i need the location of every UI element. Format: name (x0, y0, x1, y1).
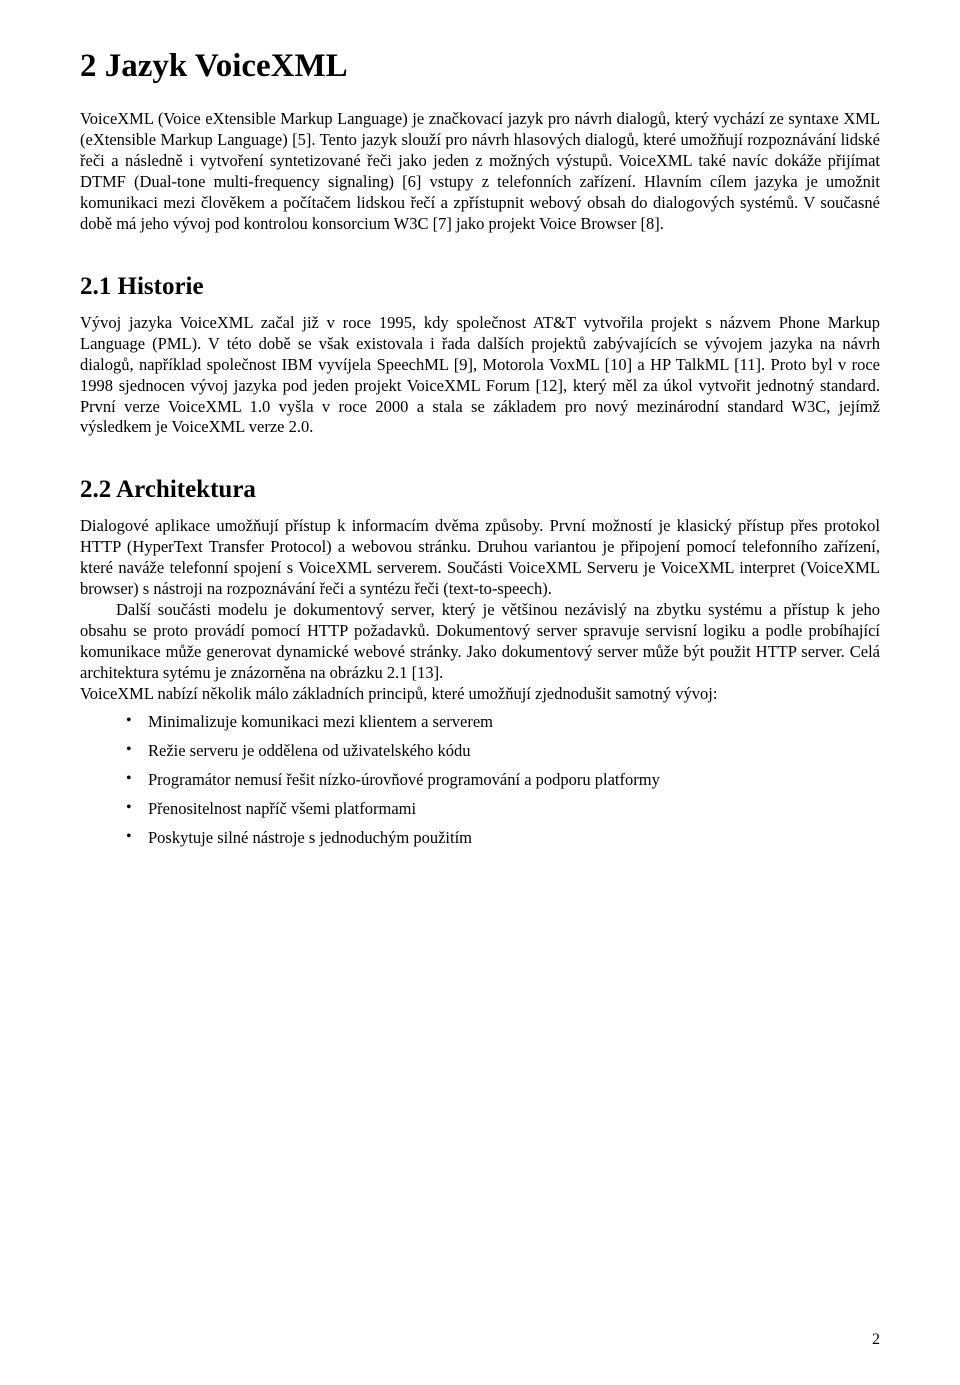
section-heading-historie: 2.1 Historie (80, 273, 880, 301)
list-item: Programátor nemusí řešit nízko-úrovňové … (148, 769, 880, 790)
page-number: 2 (872, 1331, 880, 1349)
list-item: Přenositelnost napříč všemi platformami (148, 798, 880, 819)
list-item: Minimalizuje komunikaci mezi klientem a … (148, 711, 880, 732)
principles-list: Minimalizuje komunikaci mezi klientem a … (80, 711, 880, 849)
section-2-paragraph-2: Další součásti modelu je dokumentový ser… (80, 600, 880, 684)
section-2-paragraph-1: Dialogové aplikace umožňují přístup k in… (80, 516, 880, 600)
list-item: Poskytuje silné nástroje s jednoduchým p… (148, 827, 880, 848)
section-1-paragraph: Vývoj jazyka VoiceXML začal již v roce 1… (80, 313, 880, 439)
section-heading-architektura: 2.2 Architektura (80, 476, 880, 504)
list-item: Režie serveru je oddělena od uživatelské… (148, 740, 880, 761)
section-2-paragraph-3: VoiceXML nabízí několik málo základních … (80, 684, 880, 705)
intro-paragraph: VoiceXML (Voice eXtensible Markup Langua… (80, 109, 880, 235)
page-title: 2 Jazyk VoiceXML (80, 48, 880, 85)
